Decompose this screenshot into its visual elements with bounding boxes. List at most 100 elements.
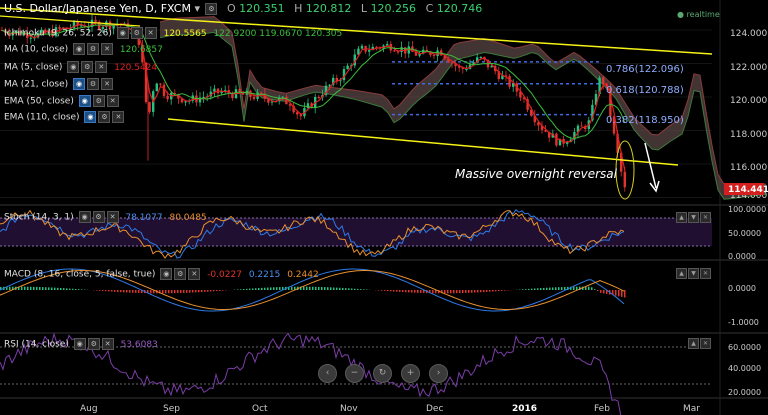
close-icon[interactable]: ✕ [188, 268, 201, 280]
indicator-ema50[interactable]: EMA (50, close) ◉ ⚙ ✕ [4, 95, 119, 108]
eye-icon[interactable]: ◉ [67, 61, 80, 73]
macd-axis-neg1: -1.0000 [728, 318, 759, 327]
macd-signal-line [0, 270, 625, 310]
gear-icon[interactable]: ⚙ [98, 111, 111, 123]
indicator-ichimoku[interactable]: Ichimoku (9, 26, 52, 26) ◉ ⚙ ✕ 120.5565 12… [4, 27, 342, 40]
close-icon[interactable]: ✕ [101, 43, 114, 55]
reversal-annotation: Massive overnight reversal [455, 167, 618, 181]
scroll-right-button[interactable]: › [429, 364, 448, 383]
indicator-extra: 122.9200 119.0670 120.305 [213, 28, 343, 39]
eye-icon[interactable]: ◉ [116, 27, 129, 39]
settings-icon[interactable]: ⚙ [205, 3, 218, 15]
indicator-label: EMA (50, close) [4, 96, 74, 107]
indicator-ma10[interactable]: MA (10, close) ◉ ⚙ ✕ 120.6857 [4, 43, 163, 56]
stoch-band [0, 218, 712, 246]
close-icon[interactable]: ✕ [101, 338, 114, 350]
gear-icon[interactable]: ⚙ [87, 78, 100, 90]
high-label: H [294, 2, 303, 15]
time-axis: Aug Sep Oct Nov Dec 2016 Feb Mar [80, 404, 700, 414]
eye-icon[interactable]: ◉ [73, 338, 86, 350]
macd-axis-0: 0.0000 [728, 284, 756, 293]
svg-text:122.000: 122.000 [730, 63, 767, 73]
close-icon[interactable]: ✕ [144, 27, 157, 39]
svg-text:0.786(122.096): 0.786(122.096) [606, 64, 684, 75]
realtime-status: ● realtime [677, 8, 720, 21]
indicator-value: 120.6857 [119, 44, 163, 55]
current-price-tag [724, 183, 764, 195]
svg-text:Nov: Nov [340, 404, 358, 414]
eye-icon[interactable]: ◉ [84, 111, 97, 123]
rsi-axis-60: 60.0000 [728, 343, 761, 352]
current-price-label: 114.441 [728, 185, 768, 195]
chart-header: U.S. Dollar/Japanese Yen, D, FXCM ▾ ⚙ O … [4, 2, 482, 15]
stoch-d-line [0, 209, 625, 259]
gear-icon[interactable]: ⚙ [92, 211, 105, 223]
panel-up-icon[interactable]: ▲ [688, 338, 699, 349]
panel-close-icon[interactable]: ✕ [700, 268, 711, 279]
indicator-ema110[interactable]: EMA (110, close) ◉ ⚙ ✕ [4, 111, 125, 124]
svg-text:114.000: 114.000 [730, 191, 767, 201]
eye-icon[interactable]: ◉ [78, 95, 91, 107]
close-icon[interactable]: ✕ [112, 111, 125, 123]
stoch-axis-50: 50.0000 [728, 229, 761, 238]
gear-icon[interactable]: ⚙ [87, 43, 100, 55]
rsi-legend[interactable]: RSI (14, close) ◉ ⚙ ✕ 53.6083 [4, 338, 158, 351]
macd-legend[interactable]: MACD (8, 16, close, 5, false, true) ◉ ⚙ ✕ … [4, 268, 319, 281]
rsi-line [0, 332, 622, 415]
indicator-ma5[interactable]: MA (5, close) ◉ ⚙ ✕ 120.5424 [4, 61, 157, 74]
svg-text:124.000: 124.000 [730, 29, 767, 39]
stoch-legend[interactable]: Stoch (14, 3, 1) ◉ ⚙ ✕ 78.1077 80.0485 [4, 211, 207, 224]
svg-text:0.618(120.788): 0.618(120.788) [606, 85, 684, 96]
close-label: C [425, 2, 434, 15]
svg-text:2016: 2016 [512, 404, 537, 414]
indicator-label: MA (21, close) [4, 79, 69, 90]
macd-label: MACD (8, 16, close, 5, false, true) [4, 269, 156, 280]
stoch-axis-0: 0.0000 [728, 252, 756, 261]
macd-signal-value: 0.2442 [287, 269, 319, 280]
indicator-label: MA (10, close) [4, 44, 69, 55]
symbol-dropdown-icon[interactable]: ▾ [194, 2, 200, 15]
gear-icon[interactable]: ⚙ [130, 27, 143, 39]
indicator-ma21[interactable]: MA (21, close) ◉ ⚙ ✕ [4, 78, 114, 91]
gear-icon[interactable]: ⚙ [92, 95, 105, 107]
upper-trendline[interactable] [0, 7, 713, 55]
scroll-left-button[interactable]: ‹ [318, 364, 337, 383]
close-icon[interactable]: ✕ [106, 95, 119, 107]
panel-down-icon[interactable]: ▼ [688, 268, 699, 279]
symbol-title[interactable]: U.S. Dollar/Japanese Yen, D, FXCM [4, 2, 191, 15]
svg-text:120.000: 120.000 [730, 96, 767, 106]
gear-icon[interactable]: ⚙ [87, 338, 100, 350]
close-icon[interactable]: ✕ [106, 211, 119, 223]
rsi-axis-40: 40.0000 [728, 364, 761, 373]
panel-up-icon[interactable]: ▲ [676, 212, 687, 223]
eye-icon[interactable]: ◉ [73, 43, 86, 55]
eye-icon[interactable]: ◉ [73, 78, 86, 90]
eye-icon[interactable]: ◉ [78, 211, 91, 223]
eye-icon[interactable]: ◉ [160, 268, 173, 280]
panel-close-icon[interactable]: ✕ [700, 212, 711, 223]
realtime-dot-icon: ● [677, 10, 684, 19]
stoch-k-line [0, 208, 625, 259]
zoom-out-button[interactable]: − [345, 364, 364, 383]
rsi-label: RSI (14, close) [4, 339, 69, 350]
open-value: 120.351 [239, 2, 285, 15]
down-arrow [644, 142, 660, 193]
stoch-k-value: 78.1077 [125, 212, 163, 223]
zoom-in-button[interactable]: + [401, 364, 420, 383]
lower-trendline[interactable] [167, 118, 679, 166]
svg-text:Feb: Feb [594, 404, 610, 414]
panel-down-icon[interactable]: ▼ [688, 212, 699, 223]
fibonacci-lines [392, 61, 600, 116]
stoch-d-value: 80.0485 [169, 212, 207, 223]
gear-icon[interactable]: ⚙ [174, 268, 187, 280]
close-icon[interactable]: ✕ [101, 78, 114, 90]
gear-icon[interactable]: ⚙ [81, 61, 94, 73]
panel-up-icon[interactable]: ▲ [676, 268, 687, 279]
reset-button[interactable]: ↻ [373, 364, 392, 383]
panel-close-icon[interactable]: ✕ [700, 338, 711, 349]
close-icon[interactable]: ✕ [95, 61, 108, 73]
gap-trendline[interactable] [0, 15, 141, 27]
fib-labels: 0.786(122.096) 0.618(120.788) 0.382(118.… [606, 64, 684, 126]
stoch-axis-100: 100.0000 [728, 205, 766, 214]
